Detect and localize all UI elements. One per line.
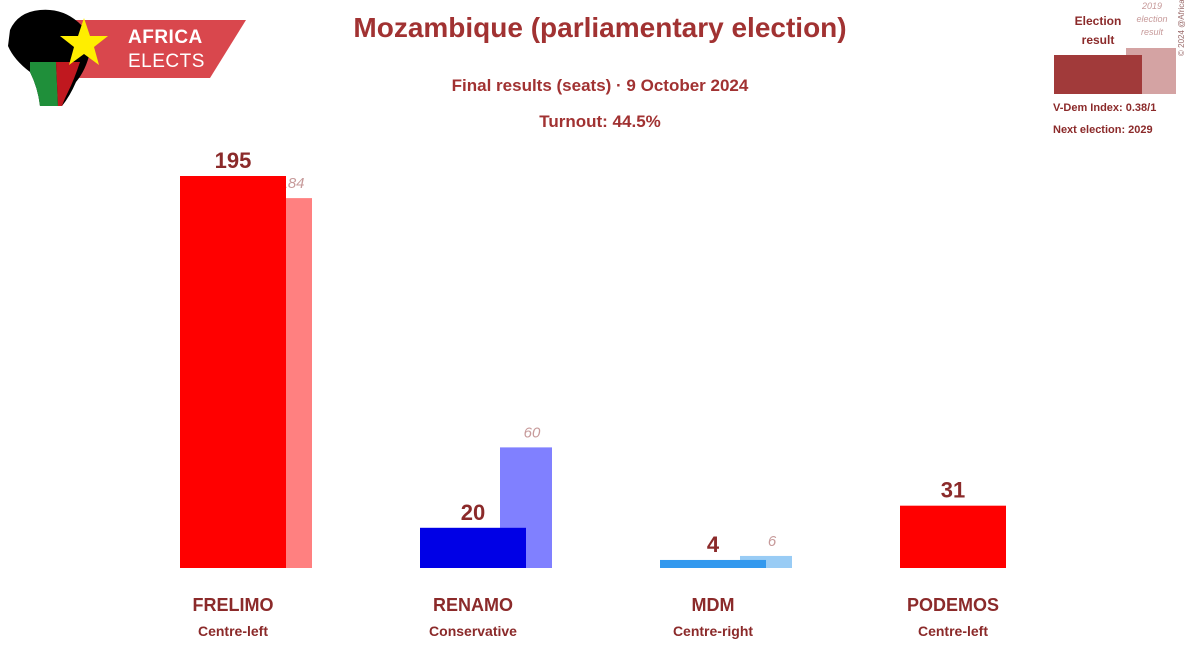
label-2019-renamo: 60	[524, 424, 541, 441]
bar-2024-renamo	[420, 527, 526, 568]
ideology-frelimo: Centre-left	[198, 623, 268, 639]
logo-text-elects: ELECTS	[128, 51, 205, 72]
ideology-podemos: Centre-left	[918, 623, 988, 639]
category-frelimo: FRELIMO	[193, 595, 274, 615]
label-2024-frelimo: 195	[215, 148, 252, 173]
africa-elects-logo: AFRICA ELECTS	[0, 0, 250, 112]
label-2024-renamo: 20	[461, 500, 485, 525]
logo-text-africa: AFRICA	[128, 27, 203, 48]
legend-previous-label: 2019 election result	[1136, 1, 1168, 37]
category-renamo: RENAMO	[433, 595, 513, 615]
label-2024-podemos: 31	[941, 478, 965, 503]
category-podemos: PODEMOS	[907, 595, 999, 615]
ideology-renamo: Conservative	[429, 623, 517, 639]
label-2019-mdm: 6	[768, 533, 777, 550]
bar-2024-mdm	[660, 559, 766, 568]
bar-2024-podemos	[900, 505, 1006, 568]
logo-graphic	[8, 9, 246, 106]
vdem-index: V-Dem Index: 0.38/1	[1053, 102, 1157, 114]
chart-title: Mozambique (parliamentary election)	[353, 12, 847, 43]
label-2024-mdm: 4	[707, 532, 720, 557]
turnout-text: Turnout: 44.5%	[539, 112, 661, 131]
legend-current-label: Election result	[1074, 14, 1122, 47]
legend-current-swatch	[1054, 55, 1142, 94]
next-election: Next election: 2029	[1053, 124, 1153, 136]
bar-2024-frelimo	[180, 176, 286, 568]
ideology-mdm: Centre-right	[673, 623, 753, 639]
chart-subtitle: Final results (seats) · 9 October 2024	[451, 76, 749, 95]
category-mdm: MDM	[692, 595, 735, 615]
